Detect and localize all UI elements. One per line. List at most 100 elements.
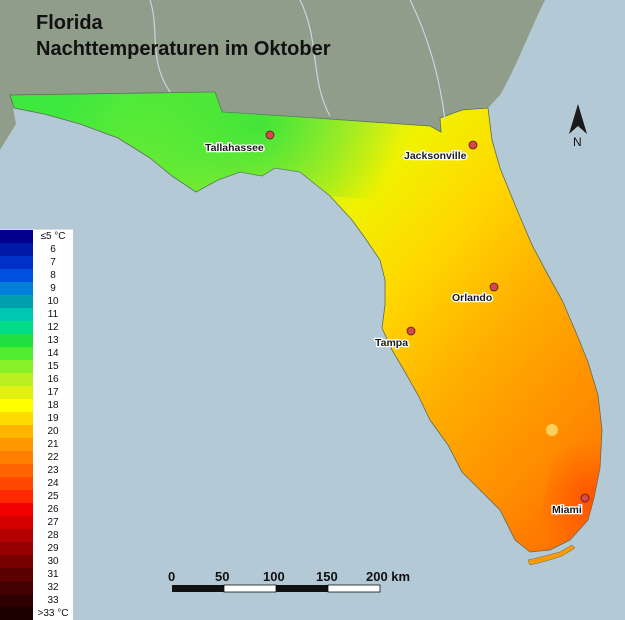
legend-item: 11	[0, 308, 73, 321]
legend-label: >33 °C	[37, 608, 69, 619]
city-marker	[406, 326, 416, 336]
legend-item: 16	[0, 373, 73, 386]
legend-item: 27	[0, 516, 73, 529]
legend-swatch	[0, 282, 33, 295]
legend-label: ≤5 °C	[40, 231, 66, 242]
legend-label: 13	[47, 335, 59, 346]
legend-item: 17	[0, 386, 73, 399]
legend-item: 22	[0, 451, 73, 464]
scale-segment-dark	[276, 585, 328, 592]
north-arrow: N	[569, 104, 587, 149]
legend-label: 9	[50, 283, 56, 294]
city-marker	[468, 140, 478, 150]
legend-item: 10	[0, 295, 73, 308]
city-tampa: Tampa	[374, 326, 416, 350]
city-label-jacksonville: Jacksonville	[404, 150, 467, 162]
scale-tick-label: 100	[263, 569, 285, 584]
legend-item: 6	[0, 243, 73, 256]
legend-label: 7	[50, 257, 56, 268]
city-marker	[265, 130, 275, 140]
legend-swatch	[0, 347, 33, 360]
legend-swatch	[0, 399, 33, 412]
legend-swatch	[0, 308, 33, 321]
city-label-orlando: Orlando	[452, 292, 492, 304]
legend-label: 28	[47, 530, 59, 541]
legend-item: 8	[0, 269, 73, 282]
florida-north-green	[10, 92, 500, 200]
scale-segment-light	[327, 584, 381, 593]
city-marker	[580, 493, 590, 503]
legend-label: 26	[47, 504, 59, 515]
legend-label: 25	[47, 491, 59, 502]
legend-item: 24	[0, 477, 73, 490]
legend-swatch	[0, 594, 33, 607]
scale-segment-light	[223, 584, 277, 593]
legend-swatch	[0, 451, 33, 464]
legend-item: 29	[0, 542, 73, 555]
map-title: Florida	[36, 12, 103, 34]
legend-swatch	[0, 503, 33, 516]
legend-item: 14	[0, 347, 73, 360]
legend-label: 15	[47, 361, 59, 372]
city-jacksonville: Jacksonville	[403, 140, 478, 163]
legend-swatch	[0, 490, 33, 503]
city-label-tampa: Tampa	[375, 337, 408, 349]
florida-south-hot	[540, 430, 602, 550]
legend-swatch	[0, 256, 33, 269]
legend-label: 12	[47, 322, 59, 333]
scale-tick-label: 200 km	[366, 569, 410, 584]
legend-swatch	[0, 334, 33, 347]
legend-label: 19	[47, 413, 59, 424]
scale-tick-label: 0	[168, 569, 175, 584]
legend-item: 31	[0, 568, 73, 581]
legend-swatch	[0, 412, 33, 425]
neighbor-land	[0, 0, 545, 132]
legend-swatch	[0, 360, 33, 373]
legend-label: 16	[47, 374, 59, 385]
legend-item: 12	[0, 321, 73, 334]
legend-swatch	[0, 438, 33, 451]
legend-label: 27	[47, 517, 59, 528]
legend-item: 25	[0, 490, 73, 503]
legend-item: 19	[0, 412, 73, 425]
city-orlando: Orlando	[451, 282, 499, 305]
legend-item: 20	[0, 425, 73, 438]
neighbor-coast	[0, 102, 16, 150]
legend-label: 24	[47, 478, 59, 489]
legend-item: 15	[0, 360, 73, 373]
legend-label: 10	[47, 296, 59, 307]
city-tallahassee: Tallahassee	[204, 130, 275, 155]
legend-item: 9	[0, 282, 73, 295]
city-miami: Miami	[551, 493, 590, 517]
legend-label: 31	[47, 569, 59, 580]
legend-label: 8	[50, 270, 56, 281]
legend-swatch	[0, 295, 33, 308]
river	[149, 0, 446, 121]
lake-okeechobee	[546, 424, 558, 436]
legend-swatch	[0, 607, 33, 620]
north-arrow-icon	[569, 104, 587, 134]
legend-label: 14	[47, 348, 59, 359]
city-label-tallahassee: Tallahassee	[205, 142, 264, 154]
north-label: N	[573, 135, 582, 149]
legend-swatch	[0, 529, 33, 542]
legend-swatch	[0, 477, 33, 490]
legend-item: 26	[0, 503, 73, 516]
legend-swatch	[0, 581, 33, 594]
legend-item: >33 °C	[0, 607, 73, 620]
legend-swatch	[0, 243, 33, 256]
legend-swatch	[0, 568, 33, 581]
legend-label: 29	[47, 543, 59, 554]
legend-label: 17	[47, 387, 59, 398]
legend-label: 21	[47, 439, 59, 450]
legend-item: 21	[0, 438, 73, 451]
legend-label: 6	[50, 244, 56, 255]
city-label-miami: Miami	[552, 504, 582, 516]
legend-label: 20	[47, 426, 59, 437]
scale-tick-label: 150	[316, 569, 338, 584]
florida-keys	[527, 544, 576, 566]
legend-label: 30	[47, 556, 59, 567]
scale-segment-dark	[172, 585, 224, 592]
legend-swatch	[0, 516, 33, 529]
